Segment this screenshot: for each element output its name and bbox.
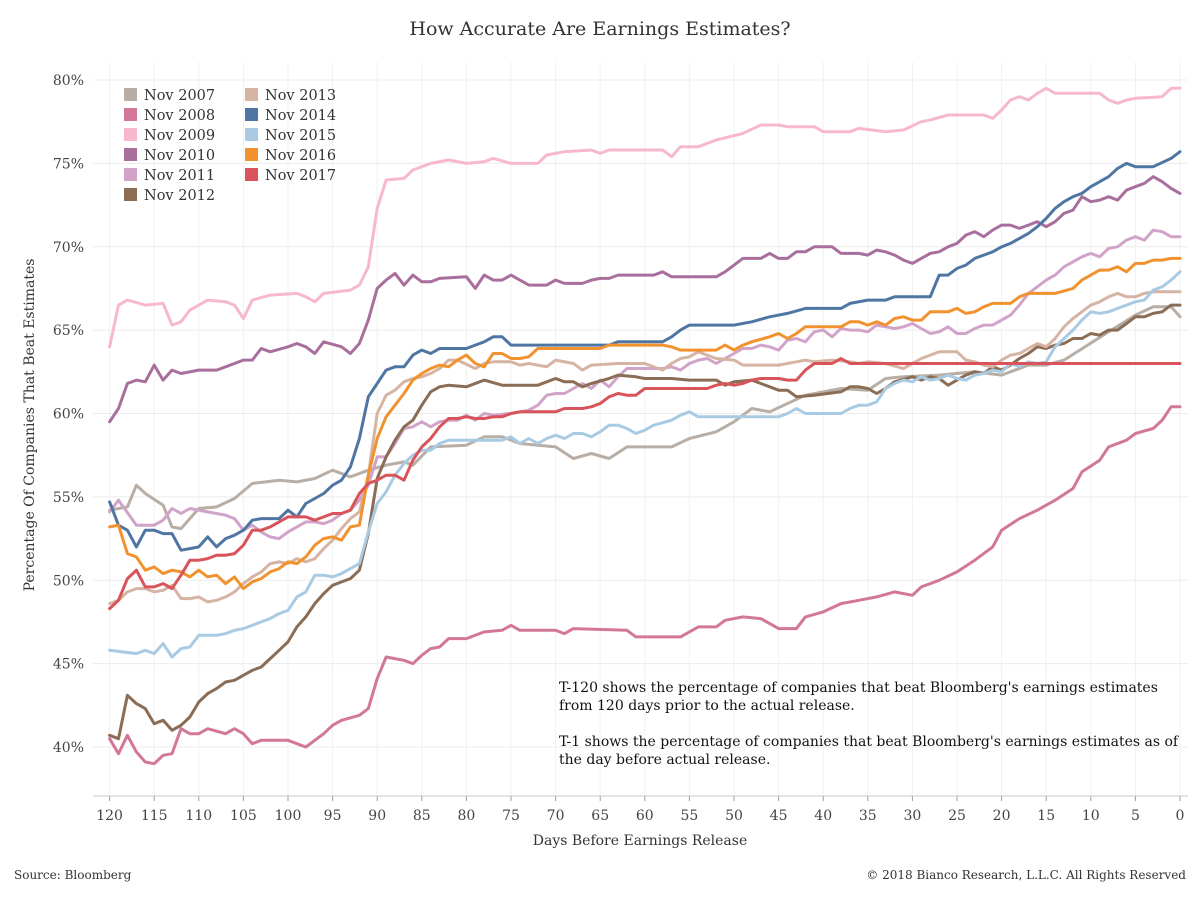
series-lines: [108, 86, 1182, 766]
series-line-nov-2016: [108, 256, 1182, 591]
x-tick-label: 10: [1082, 808, 1100, 824]
x-tick-label: 95: [324, 808, 342, 824]
legend-label: Nov 2016: [265, 148, 336, 164]
x-tick-label: 115: [141, 808, 168, 824]
legend-label: Nov 2012: [144, 188, 215, 204]
legend-swatch: [245, 108, 258, 121]
legend-swatch: [124, 148, 137, 161]
legend-item: Nov 2017: [245, 168, 336, 184]
y-tick-label: 70%: [53, 240, 84, 256]
x-tick-label: 45: [770, 808, 788, 824]
x-tick-label: 20: [993, 808, 1011, 824]
series-line-nov-2009: [108, 86, 1182, 349]
x-tick-label: 50: [725, 808, 743, 824]
x-tick-label: 55: [680, 808, 698, 824]
legend-swatch: [245, 168, 258, 181]
y-tick-label: 40%: [53, 740, 84, 756]
grid-lines: [93, 62, 1188, 796]
x-tick-label: 0: [1176, 808, 1185, 824]
legend-label: Nov 2011: [144, 168, 215, 184]
annotation-line-2: from 120 days prior to the actual releas…: [559, 698, 855, 714]
legend-label: Nov 2009: [144, 128, 215, 144]
series-line-nov-2010: [108, 175, 1182, 424]
x-tick-label: 60: [636, 808, 654, 824]
legend-swatch: [124, 128, 137, 141]
legend-item: Nov 2015: [245, 128, 336, 144]
annotation-line-4: the day before actual release.: [559, 752, 770, 768]
annotation-note: T-120 shows the percentage of companies …: [559, 680, 1180, 768]
series-line-nov-2011: [108, 228, 1182, 541]
legend-swatch: [124, 168, 137, 181]
x-tick-label: 65: [591, 808, 609, 824]
x-tick-label: 25: [948, 808, 966, 824]
x-axis-ticks: 120 115 110 105 100 95 90 85 80 75 70 65 60 55 50 45 40 3…: [96, 796, 1184, 824]
legend: Nov 2007 Nov 2008 Nov 2009 Nov 2010 Nov 2011…: [124, 88, 336, 204]
x-tick-label: 100: [275, 808, 302, 824]
legend-swatch: [245, 128, 258, 141]
y-tick-label: 45%: [53, 657, 84, 673]
x-tick-label: 70: [547, 808, 565, 824]
series-line-nov-2007: [108, 305, 1182, 531]
x-axis-title: Days Before Earnings Release: [533, 833, 748, 849]
legend-item: Nov 2007: [124, 88, 215, 104]
legend-label: Nov 2008: [144, 108, 215, 124]
y-tick-label: 55%: [53, 490, 84, 506]
y-tick-label: 75%: [53, 156, 84, 172]
legend-swatch: [124, 188, 137, 201]
legend-item: Nov 2014: [245, 108, 336, 124]
legend-swatch: [245, 88, 258, 101]
y-axis-ticks: 40% 45% 50% 55% 60% 65% 70% 75% 80%: [53, 73, 84, 756]
y-tick-label: 50%: [53, 573, 84, 589]
legend-swatch: [245, 148, 258, 161]
legend-item: Nov 2016: [245, 148, 336, 164]
annotation-line-3: T-1 shows the percentage of companies th…: [559, 734, 1180, 750]
y-tick-label: 65%: [53, 323, 84, 339]
x-tick-label: 90: [368, 808, 386, 824]
x-tick-label: 5: [1131, 808, 1140, 824]
x-tick-label: 40: [814, 808, 832, 824]
legend-item: Nov 2011: [124, 168, 215, 184]
legend-item: Nov 2012: [124, 188, 215, 204]
x-tick-label: 120: [96, 808, 123, 824]
legend-item: Nov 2008: [124, 108, 215, 124]
legend-swatch: [124, 88, 137, 101]
legend-label: Nov 2014: [265, 108, 336, 124]
legend-item: Nov 2010: [124, 148, 215, 164]
legend-item: Nov 2009: [124, 128, 215, 144]
series-line-nov-2008: [108, 405, 1182, 766]
x-tick-label: 85: [413, 808, 431, 824]
x-tick-label: 105: [230, 808, 257, 824]
series-line-nov-2012: [108, 303, 1182, 741]
x-tick-label: 75: [502, 808, 520, 824]
series-line-nov-2014: [108, 150, 1182, 552]
legend-swatch: [124, 108, 137, 121]
y-axis-title: Percentage Of Companies That Beat Estima…: [22, 259, 38, 592]
chart-title: How Accurate Are Earnings Estimates?: [409, 18, 791, 40]
series-line-nov-2017: [108, 357, 1182, 611]
legend-label: Nov 2007: [144, 88, 215, 104]
legend-label: Nov 2017: [265, 168, 336, 184]
y-tick-label: 60%: [53, 407, 84, 423]
x-tick-label: 15: [1037, 808, 1055, 824]
series-line-nov-2013: [108, 290, 1182, 606]
annotation-line-1: T-120 shows the percentage of companies …: [559, 680, 1158, 696]
legend-item: Nov 2013: [245, 88, 336, 104]
x-tick-label: 80: [457, 808, 475, 824]
y-tick-label: 80%: [53, 73, 84, 89]
source-note: Source: Bloomberg: [14, 868, 132, 882]
x-tick-label: 30: [903, 808, 921, 824]
legend-label: Nov 2010: [144, 148, 215, 164]
x-tick-label: 35: [859, 808, 877, 824]
legend-label: Nov 2013: [265, 88, 336, 104]
x-tick-label: 110: [185, 808, 212, 824]
legend-label: Nov 2015: [265, 128, 336, 144]
copyright-note: © 2018 Bianco Research, L.L.C. All Right…: [866, 868, 1186, 882]
